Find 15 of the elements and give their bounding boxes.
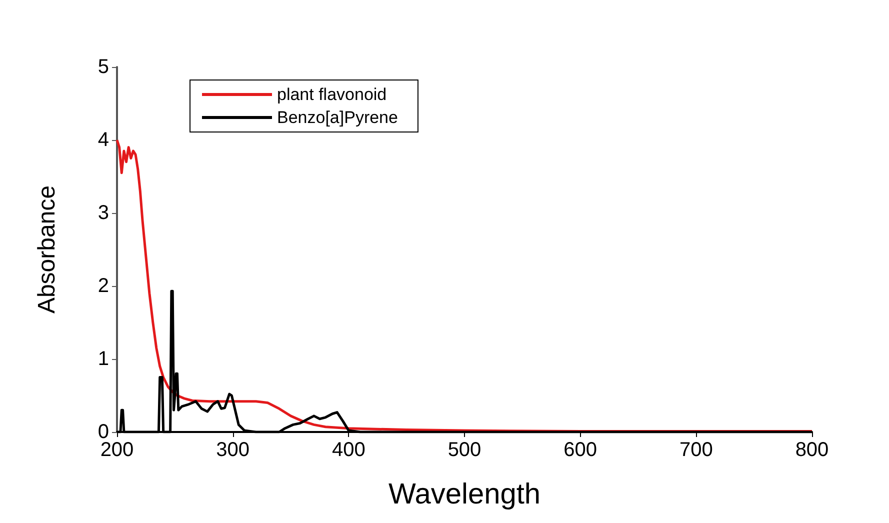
x-axis-title: Wavelength <box>388 478 541 510</box>
x-tick-label: 700 <box>679 439 713 461</box>
y-axis-title: Absorbance <box>34 185 60 314</box>
x-tick-label: 400 <box>332 439 366 461</box>
x-tick-label: 800 <box>795 439 829 461</box>
y-tick-label: 3 <box>98 202 109 224</box>
x-tick-label: 300 <box>216 439 250 461</box>
x-tick-label: 500 <box>448 439 482 461</box>
legend-label: Benzo[a]Pyrene <box>277 108 398 127</box>
y-tick-label: 5 <box>98 56 109 78</box>
x-tick-label: 600 <box>564 439 598 461</box>
y-tick-label: 4 <box>98 129 109 151</box>
y-tick-label: 2 <box>98 275 109 297</box>
y-tick-label: 1 <box>98 348 109 370</box>
legend-label: plant flavonoid <box>277 85 387 104</box>
